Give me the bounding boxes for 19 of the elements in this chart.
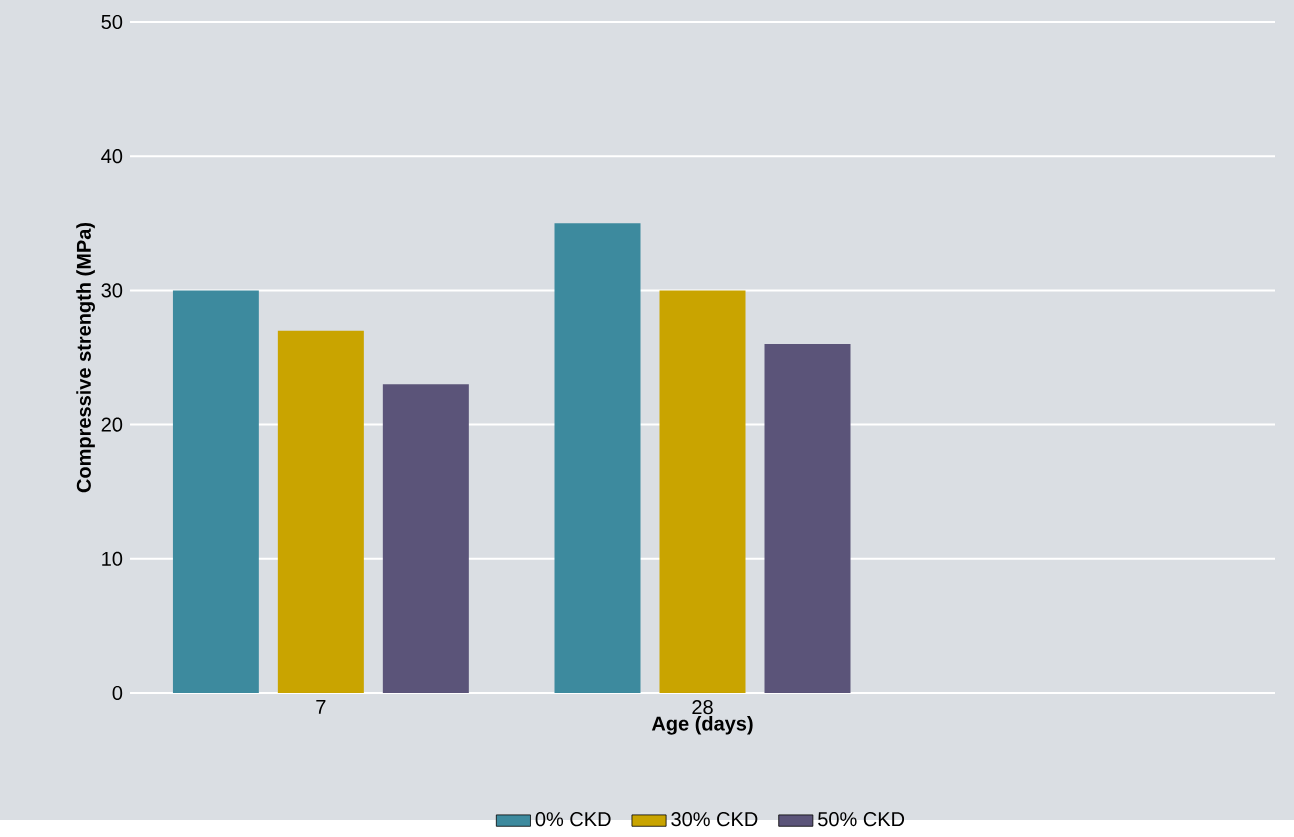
x-tick-label: 28 — [692, 700, 713, 715]
y-tick-label: 10 — [102, 551, 123, 566]
y-tick-label: 30 — [101, 283, 123, 298]
bar — [172, 290, 259, 693]
x-axis-title: Age (days) — [651, 715, 753, 735]
legend-label: 0% CKD — [535, 812, 611, 827]
y-tick-label: 50 — [101, 14, 123, 30]
x-tick-label: 7 — [316, 700, 326, 714]
bar — [277, 330, 364, 693]
y-tick-label: 40 — [101, 149, 123, 164]
bar — [659, 290, 746, 693]
y-axis-title: Compressive strength (MPa) — [76, 222, 95, 493]
bar — [764, 344, 851, 693]
y-tick-label: 20 — [101, 417, 123, 432]
legend-label: 50% CKD — [818, 812, 905, 827]
y-tick-label: 0 — [112, 685, 123, 701]
bar — [554, 223, 641, 693]
legend-label: 30% CKD — [671, 812, 758, 827]
bar — [382, 384, 469, 693]
